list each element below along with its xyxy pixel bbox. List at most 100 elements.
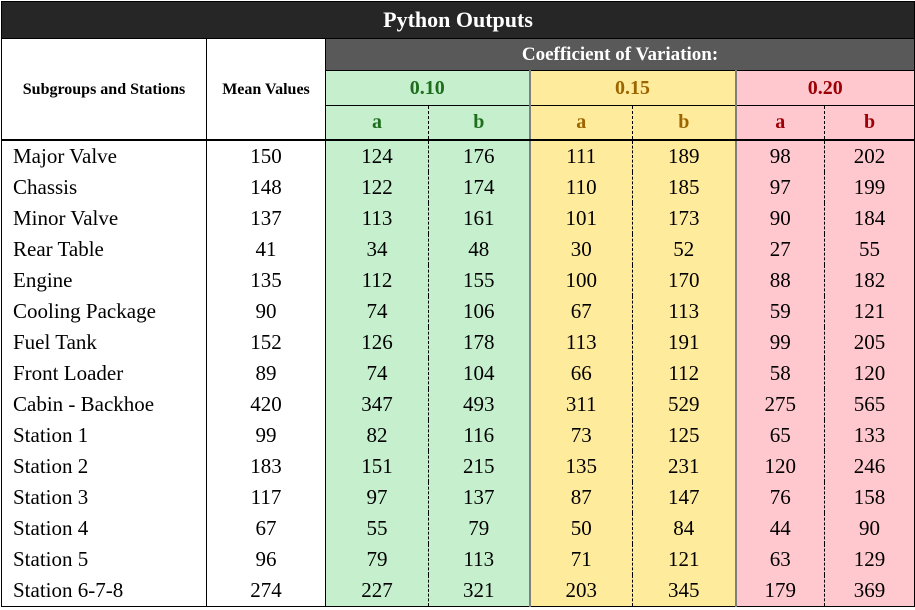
mean-value: 99: [206, 420, 326, 451]
station-name: Engine: [1, 265, 207, 296]
cv020-a: 58: [734, 358, 825, 389]
cv020-b: 184: [823, 203, 915, 234]
cv010-a: 113: [325, 203, 429, 234]
cv015-a: 111: [528, 140, 633, 172]
table-row: Minor Valve 137 113 161 101 173 90 184: [1, 203, 915, 234]
table-row: Station 3 117 97 137 87 147 76 158: [1, 482, 915, 513]
cv010-a: 79: [325, 544, 429, 575]
cv015-b: 112: [632, 358, 737, 389]
table-row: Station 4 67 55 79 50 84 44 90: [1, 513, 915, 544]
table-row: Chassis 148 122 174 110 185 97 199: [1, 172, 915, 203]
cv020-a: 63: [734, 544, 825, 575]
cv015-b: 345: [632, 575, 737, 607]
station-name: Cabin - Backhoe: [1, 389, 207, 420]
cv015-a: 101: [528, 203, 633, 234]
station-name: Station 1: [1, 420, 207, 451]
cv015-a: 50: [528, 513, 633, 544]
station-name: Major Valve: [1, 140, 207, 172]
cv020-b: 55: [823, 234, 915, 265]
cv020-b: 199: [823, 172, 915, 203]
cv020-a: 44: [734, 513, 825, 544]
col-b-010: b: [428, 105, 531, 141]
mean-value: 117: [206, 482, 326, 513]
station-name: Chassis: [1, 172, 207, 203]
table-row: Station 6-7-8 274 227 321 203 345 179 369: [1, 575, 915, 607]
station-name: Rear Table: [1, 234, 207, 265]
table-row: Cooling Package 90 74 106 67 113 59 121: [1, 296, 915, 327]
mean-value: 89: [206, 358, 326, 389]
cv-level-015: 0.15: [528, 70, 737, 106]
cv010-b: 176: [428, 140, 531, 172]
cv020-b: 565: [823, 389, 915, 420]
mean-value: 137: [206, 203, 326, 234]
cv020-b: 90: [823, 513, 915, 544]
cv020-a: 88: [734, 265, 825, 296]
cv015-b: 173: [632, 203, 737, 234]
mean-value: 148: [206, 172, 326, 203]
col-b-020: b: [823, 105, 915, 141]
cv010-b: 106: [428, 296, 531, 327]
station-name: Station 2: [1, 451, 207, 482]
cv020-b: 205: [823, 327, 915, 358]
mean-value: 41: [206, 234, 326, 265]
cv015-a: 113: [528, 327, 633, 358]
subgroups-header: Subgroups and Stations: [1, 38, 207, 141]
mean-value: 135: [206, 265, 326, 296]
cv015-a: 71: [528, 544, 633, 575]
cv010-b: 493: [428, 389, 531, 420]
cv-level-020: 0.20: [734, 70, 915, 106]
cv020-a: 90: [734, 203, 825, 234]
cv015-a: 203: [528, 575, 633, 607]
cv015-a: 73: [528, 420, 633, 451]
cv010-b: 137: [428, 482, 531, 513]
cv020-b: 182: [823, 265, 915, 296]
cv010-b: 178: [428, 327, 531, 358]
cv020-a: 59: [734, 296, 825, 327]
cv010-b: 116: [428, 420, 531, 451]
cv020-b: 202: [823, 140, 915, 172]
mean-value: 274: [206, 575, 326, 607]
mean-value: 183: [206, 451, 326, 482]
cv010-a: 122: [325, 172, 429, 203]
station-name: Front Loader: [1, 358, 207, 389]
cv020-a: 98: [734, 140, 825, 172]
cv020-b: 133: [823, 420, 915, 451]
table-row: Rear Table 41 34 48 30 52 27 55: [1, 234, 915, 265]
cv020-a: 179: [734, 575, 825, 607]
cv010-b: 48: [428, 234, 531, 265]
mean-value: 96: [206, 544, 326, 575]
cv020-a: 97: [734, 172, 825, 203]
cv010-b: 321: [428, 575, 531, 607]
cv015-b: 189: [632, 140, 737, 172]
cv020-b: 120: [823, 358, 915, 389]
cv020-a: 99: [734, 327, 825, 358]
table-row: Station 2 183 151 215 135 231 120 246: [1, 451, 915, 482]
cv020-b: 121: [823, 296, 915, 327]
mean-values-header: Mean Values: [206, 38, 326, 141]
cv010-a: 34: [325, 234, 429, 265]
mean-value: 152: [206, 327, 326, 358]
cv015-b: 147: [632, 482, 737, 513]
coefficient-of-variation-header: Coefficient of Variation:: [324, 38, 915, 71]
cv015-b: 529: [632, 389, 737, 420]
station-name: Station 4: [1, 513, 207, 544]
mean-value: 150: [206, 140, 326, 172]
cv020-b: 158: [823, 482, 915, 513]
cv015-b: 191: [632, 327, 737, 358]
cv010-a: 97: [325, 482, 429, 513]
cv015-a: 110: [528, 172, 633, 203]
station-name: Cooling Package: [1, 296, 207, 327]
cv015-a: 66: [528, 358, 633, 389]
cv015-a: 30: [528, 234, 633, 265]
col-b-015: b: [632, 105, 737, 141]
station-name: Station 3: [1, 482, 207, 513]
cv015-a: 87: [528, 482, 633, 513]
cv020-a: 27: [734, 234, 825, 265]
col-a-010: a: [325, 105, 429, 141]
station-name: Fuel Tank: [1, 327, 207, 358]
cv010-a: 112: [325, 265, 429, 296]
cv010-b: 104: [428, 358, 531, 389]
cv015-b: 84: [632, 513, 737, 544]
cv020-b: 129: [823, 544, 915, 575]
